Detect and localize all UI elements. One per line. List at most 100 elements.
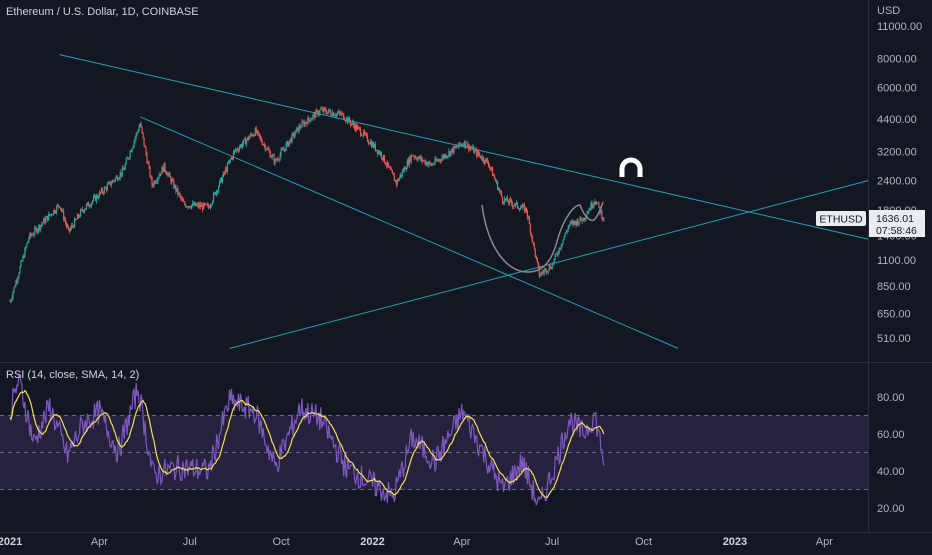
- candle-body: [236, 149, 239, 151]
- trendline[interactable]: [229, 180, 869, 349]
- symbol-title[interactable]: Ethereum / U.S. Dollar, 1D, COINBASE: [6, 6, 199, 18]
- candle-body: [571, 221, 573, 223]
- candle-body: [211, 201, 214, 205]
- candle-body: [14, 286, 16, 288]
- candle-body: [416, 158, 418, 161]
- cup-pattern-drawing[interactable]: [481, 201, 604, 273]
- currency-label: USD: [877, 5, 900, 17]
- magnet-icon[interactable]: [619, 157, 643, 177]
- candle-body: [557, 253, 559, 255]
- candle-body: [506, 197, 509, 202]
- candle-body: [306, 122, 308, 125]
- time-tick-label: Oct: [273, 536, 290, 548]
- candle-body: [266, 148, 268, 150]
- candle-body: [594, 201, 596, 203]
- candle-body: [300, 127, 302, 129]
- time-axis[interactable]: 2021 Apr Jul Oct 2022 Apr Jul Oct 2023 Apr: [0, 536, 833, 548]
- candle-body: [392, 172, 394, 176]
- candle-body: [503, 198, 506, 204]
- candle-body: [26, 243, 28, 247]
- candle-body: [278, 159, 280, 161]
- candle-body: [417, 157, 419, 161]
- candle-body: [175, 185, 177, 192]
- candle-body: [553, 258, 555, 264]
- time-tick-label: Apr: [453, 536, 470, 548]
- candle-body: [569, 222, 571, 225]
- candle-body: [381, 157, 383, 160]
- candle-body: [400, 174, 402, 176]
- candle-body: [55, 212, 57, 214]
- candle-body: [198, 203, 200, 208]
- candle-body: [585, 217, 587, 219]
- candle-body: [479, 154, 481, 156]
- candle-body: [107, 182, 109, 185]
- trendline[interactable]: [139, 116, 679, 349]
- candle-body: [34, 227, 36, 234]
- candle-body: [341, 113, 343, 115]
- candle-body: [457, 146, 459, 148]
- candle-body: [137, 131, 139, 133]
- candle-body: [331, 114, 333, 116]
- candle-body: [493, 175, 495, 177]
- candle-body: [151, 177, 153, 186]
- candle-body: [292, 133, 294, 135]
- rsi-indicator-label[interactable]: RSI (14, close, SMA, 14, 2): [6, 369, 139, 381]
- candle-body: [542, 272, 544, 274]
- candle-body: [377, 151, 380, 154]
- candle-body: [396, 179, 398, 185]
- rsi-axis[interactable]: 20.00 40.00 60.00 80.00: [877, 392, 905, 515]
- candle-body: [109, 181, 111, 186]
- candle-body: [207, 204, 209, 206]
- candle-body: [505, 197, 508, 201]
- candle-body: [379, 152, 382, 155]
- candle-body: [421, 157, 423, 162]
- candle-body: [166, 173, 168, 176]
- candle-body: [277, 159, 279, 160]
- candle-body: [214, 192, 217, 195]
- candle-body: [24, 248, 26, 258]
- candle-body: [315, 110, 317, 118]
- time-tick-label: Oct: [635, 536, 652, 548]
- candle-body: [359, 128, 362, 135]
- candle-body: [409, 156, 411, 162]
- candle-body: [279, 154, 281, 160]
- candle-body: [313, 113, 315, 116]
- rsi-tick-label: 40.00: [877, 466, 905, 478]
- candle-body: [325, 109, 327, 113]
- candlestick-series: [9, 106, 605, 304]
- candle-body: [405, 168, 407, 170]
- price-tick-label: 4400.00: [877, 114, 917, 126]
- candle-body: [245, 140, 247, 145]
- candle-body: [178, 193, 180, 195]
- candle-body: [338, 111, 340, 114]
- candle-body: [112, 180, 114, 182]
- candle-body: [297, 127, 299, 132]
- candle-body: [564, 232, 566, 237]
- candle-body: [588, 209, 590, 213]
- candle-body: [203, 203, 205, 210]
- trendlines[interactable]: [59, 54, 869, 349]
- candle-body: [452, 148, 454, 153]
- candle-body: [172, 180, 174, 181]
- candle-body: [600, 210, 602, 213]
- price-tick-label: 8000.00: [877, 53, 917, 65]
- candle-body: [232, 152, 235, 159]
- candle-body: [470, 147, 472, 149]
- candle-body: [438, 159, 440, 161]
- candle-body: [187, 206, 189, 208]
- trendline[interactable]: [59, 54, 869, 240]
- candle-body: [556, 253, 558, 255]
- candle-body: [181, 198, 183, 200]
- candle-body: [150, 176, 152, 178]
- candle-body: [165, 170, 167, 174]
- candle-body: [482, 157, 484, 160]
- candle-body: [299, 125, 301, 128]
- candle-body: [420, 157, 422, 160]
- candle-body: [552, 263, 554, 265]
- candle-body: [121, 168, 123, 175]
- candle-body: [526, 211, 528, 218]
- candle-body: [546, 271, 548, 273]
- candle-body: [160, 173, 162, 175]
